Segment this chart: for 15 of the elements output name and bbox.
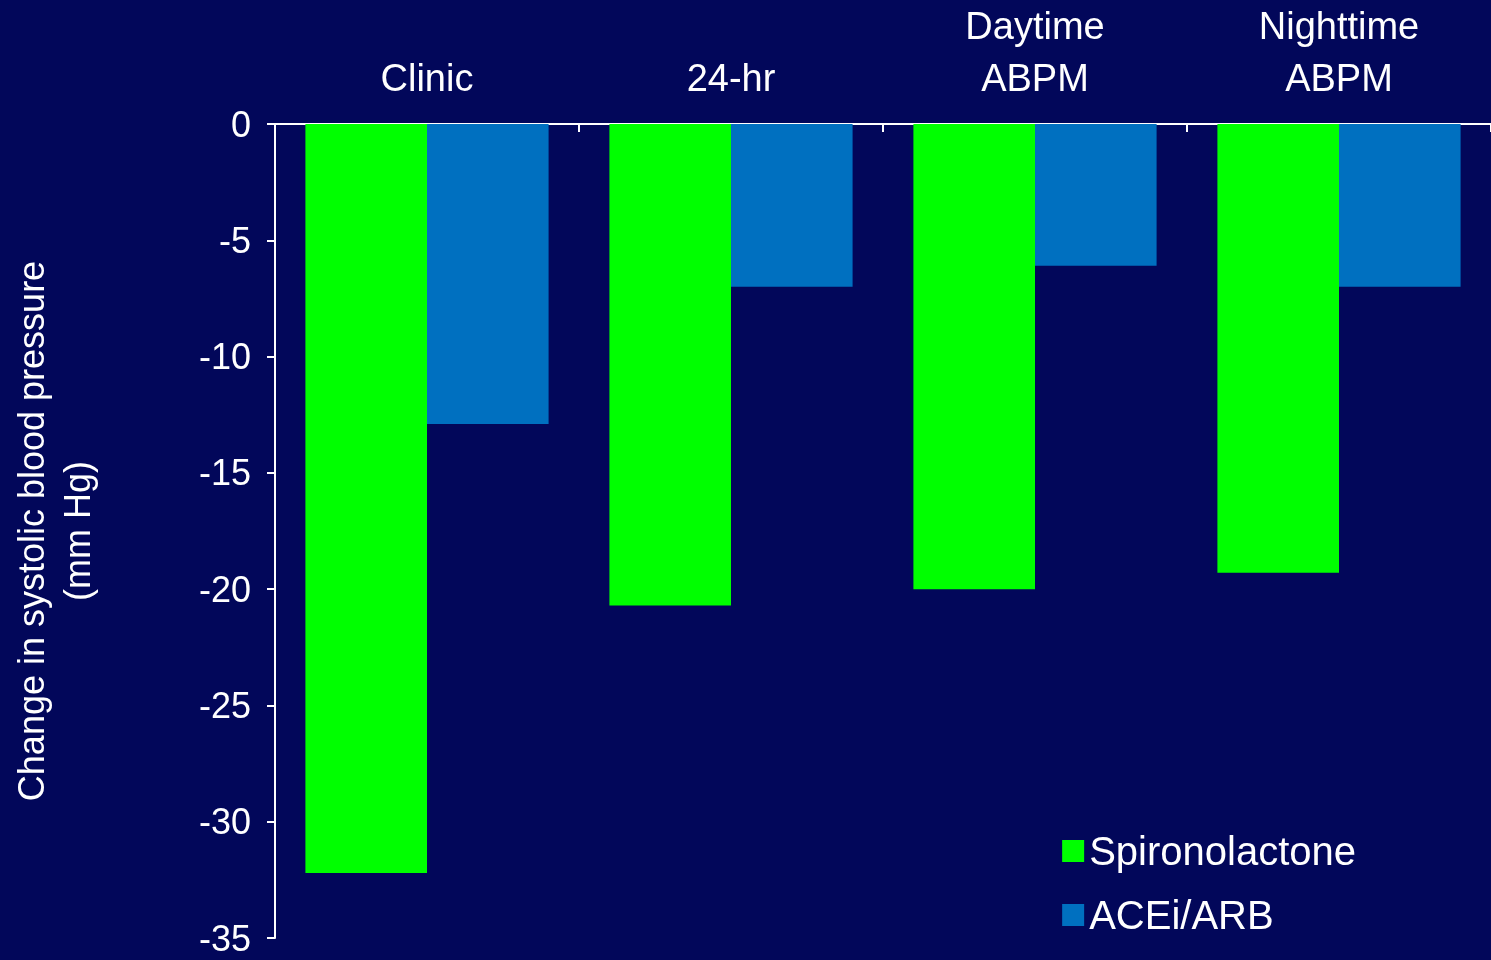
x-tick-label: Daytime ABPM [965, 5, 1105, 99]
y-tick-label: -25 [198, 684, 251, 726]
y-tick-label: 0 [230, 103, 251, 145]
y-tick-label: -5 [218, 219, 251, 261]
x-tick-label: 24-hr [686, 57, 776, 99]
y-tick-label: -15 [198, 452, 251, 494]
y-axis-title: Change in systolic blood pressure (mm Hg) [10, 260, 98, 802]
x-tick-label: Clinic [380, 57, 474, 99]
legend-label: Spironolactone [1089, 829, 1356, 873]
legend-label: ACEi/ARB [1089, 893, 1274, 937]
x-tick-label: Nighttime ABPM [1258, 5, 1420, 99]
y-tick-label: -20 [198, 568, 251, 610]
y-tick-label: -30 [198, 801, 251, 843]
y-tick-label: -10 [198, 336, 251, 378]
y-tick-label: -35 [198, 917, 251, 959]
